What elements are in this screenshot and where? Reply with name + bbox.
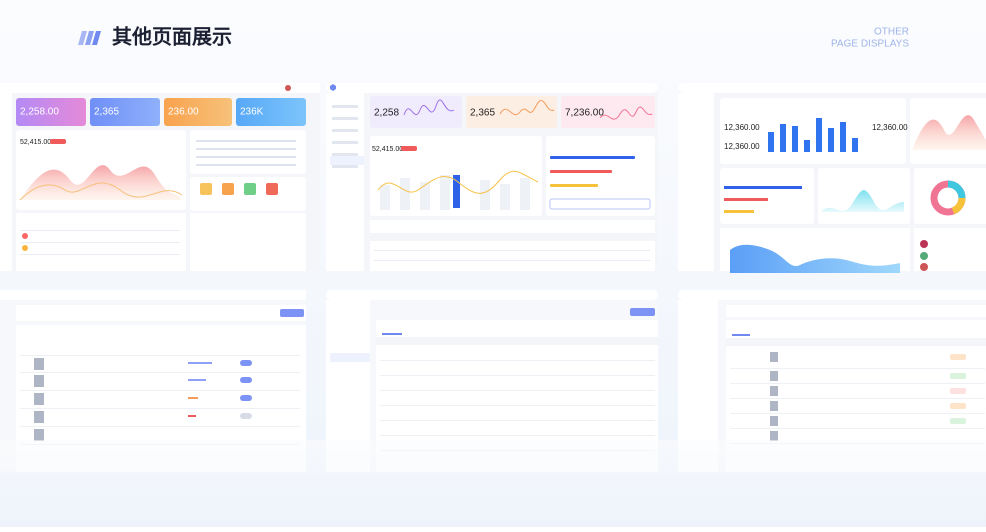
chart-total: 52,415.00: [372, 146, 403, 153]
card-value: 7,236.00: [565, 108, 604, 119]
panel-dashboard: 2,258.00 2,365 236.00 236K 52,415.00: [0, 83, 320, 271]
card-value: 2,365: [470, 108, 495, 119]
card-value: 2,365: [94, 107, 119, 118]
page-title: 其他页面展示: [112, 24, 232, 48]
panel-dashboard: 2,258 2,365 7,236.00 52,415.00: [326, 83, 658, 271]
title-icon: [78, 31, 101, 45]
card-value: 236.00: [168, 107, 199, 118]
subtitle: PAGE DISPLAYS: [831, 39, 909, 50]
card-value: 2,258: [374, 108, 399, 119]
card-value: 2,258.00: [20, 107, 59, 118]
card-value: 12,360.00: [724, 142, 760, 151]
subtitle: OTHER: [874, 27, 909, 38]
chart-total: 52,415.00: [20, 139, 51, 146]
card-value: 236K: [240, 107, 264, 118]
panel-dashboard: 12,360.00 12,360.00 12,360.00: [678, 83, 986, 273]
card-value: 12,360.00: [872, 123, 908, 132]
card-value: 12,360.00: [724, 123, 760, 132]
fade: [0, 440, 986, 527]
